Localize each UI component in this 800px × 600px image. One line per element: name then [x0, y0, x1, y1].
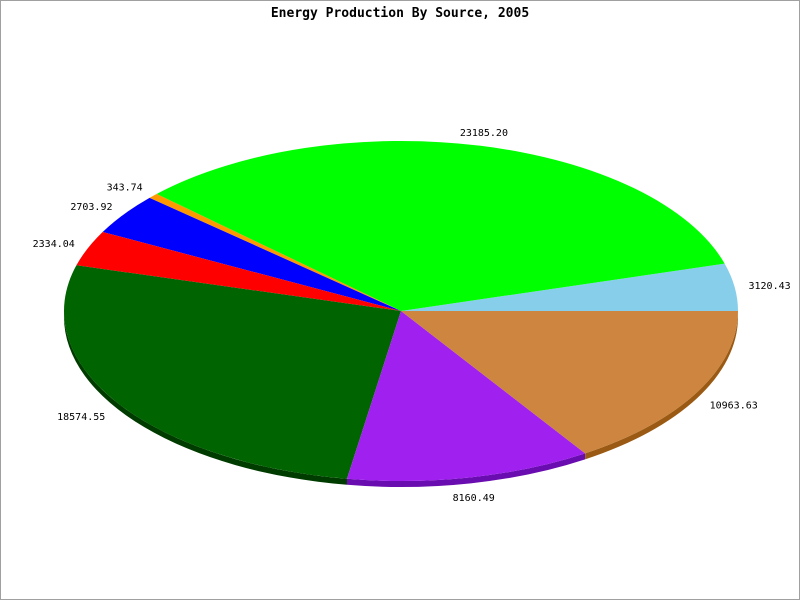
pie-slice-6[interactable]	[346, 311, 586, 481]
pie-slice-side-6	[346, 453, 586, 487]
pie-slice-label-0: 3120.43	[749, 281, 791, 292]
pie-slice-2[interactable]	[149, 193, 401, 311]
pie-slice-label-6: 8160.49	[453, 493, 495, 504]
pie-slice-label-1: 23185.20	[460, 128, 508, 139]
pie-slice-label-3: 2703.92	[70, 202, 112, 213]
pie-slice-label-7: 10963.63	[710, 401, 758, 412]
pie-slice-label-5: 18574.55	[57, 412, 105, 423]
pie-slice-0[interactable]	[401, 263, 738, 311]
pie-slice-1[interactable]	[156, 140, 725, 311]
pie-slice-side-5	[64, 311, 347, 485]
pie-slice-3[interactable]	[102, 197, 401, 311]
pie-slice-4[interactable]	[76, 231, 401, 311]
pie-slice-5[interactable]	[63, 265, 402, 479]
chart-title: Energy Production By Source, 2005	[270, 6, 530, 21]
pie-slice-label-4: 2334.04	[33, 239, 75, 250]
pie-slice-label-2: 343.74	[107, 182, 143, 193]
pie-slice-side-7	[585, 311, 738, 460]
pie-slice-7[interactable]	[401, 311, 738, 454]
